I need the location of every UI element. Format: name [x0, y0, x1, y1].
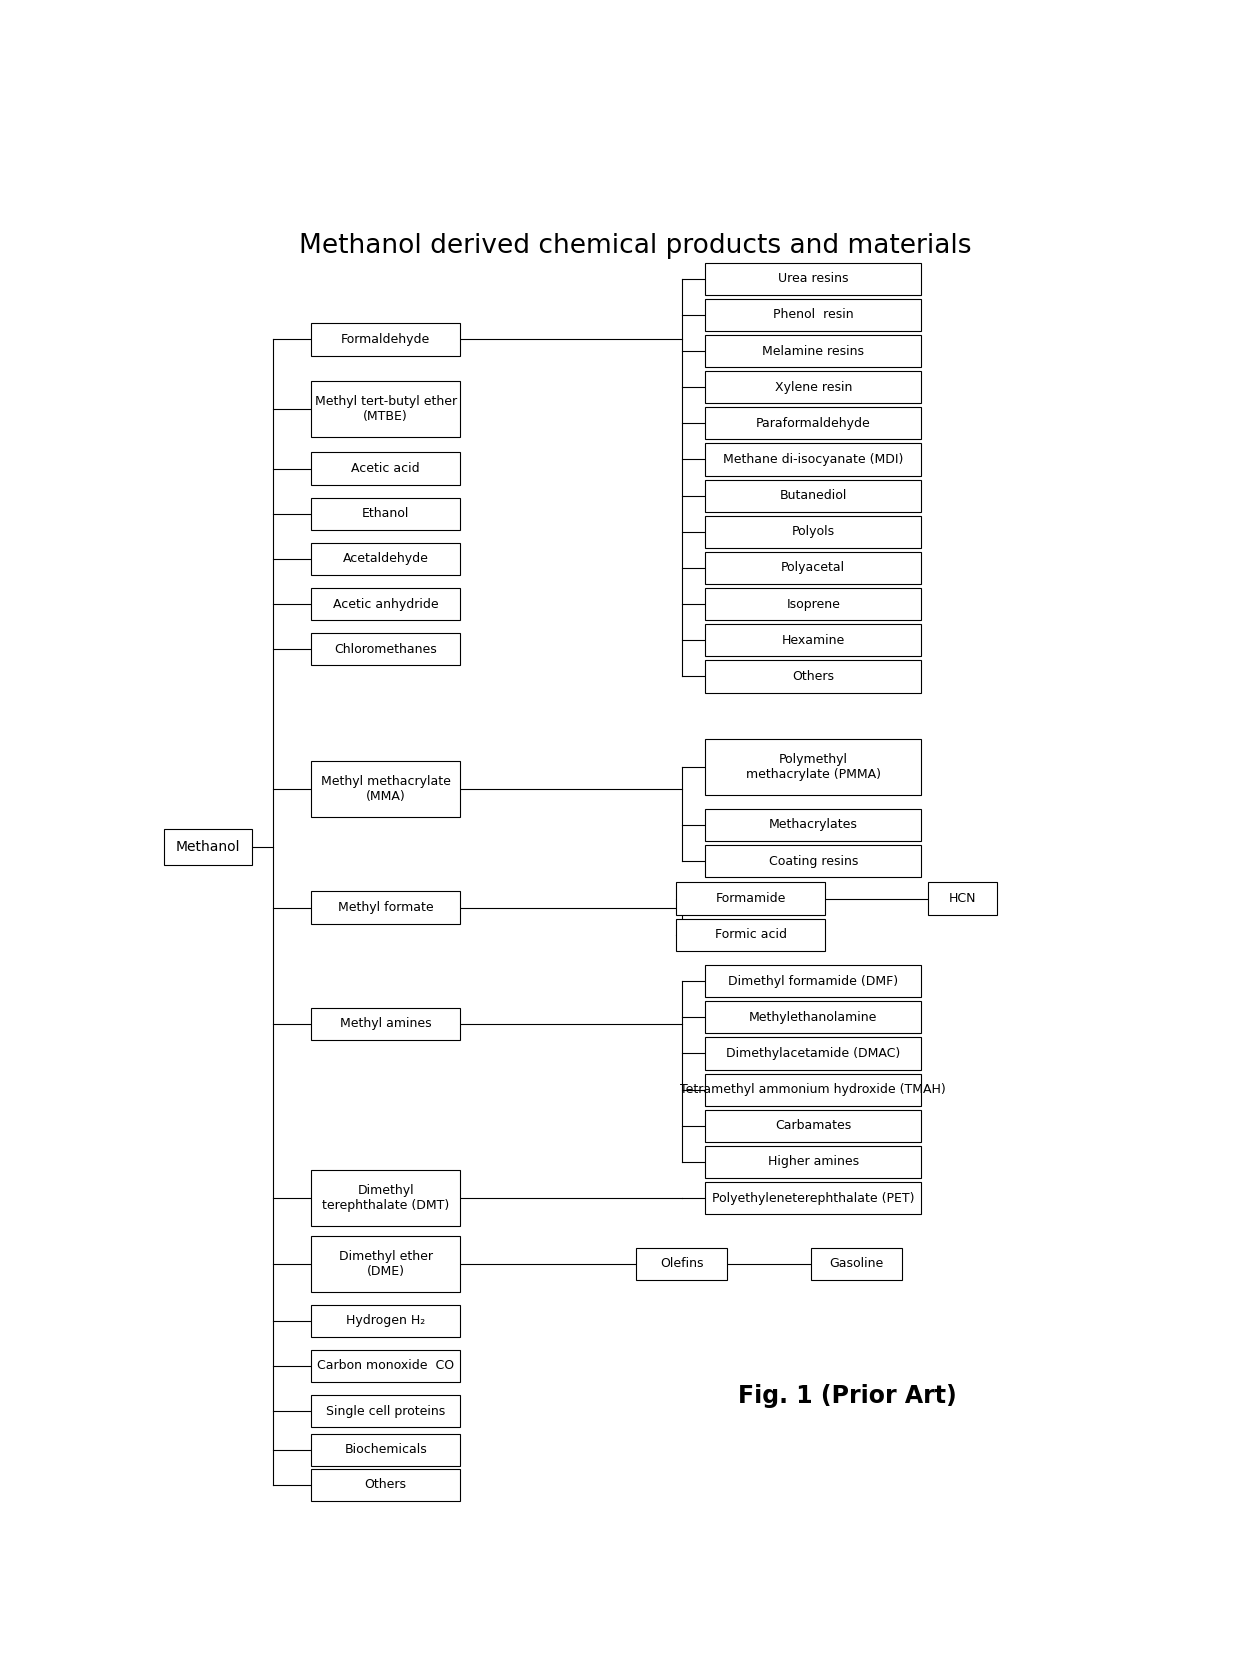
- Text: Methanol derived chemical products and materials: Methanol derived chemical products and m…: [299, 233, 972, 260]
- Text: Polyols: Polyols: [791, 525, 835, 538]
- Text: Formic acid: Formic acid: [714, 927, 787, 941]
- FancyBboxPatch shape: [676, 882, 826, 914]
- Text: Carbamates: Carbamates: [775, 1119, 852, 1132]
- Text: Formaldehyde: Formaldehyde: [341, 334, 430, 345]
- FancyBboxPatch shape: [311, 1305, 460, 1337]
- FancyBboxPatch shape: [706, 552, 921, 584]
- Text: Dimethylacetamide (DMAC): Dimethylacetamide (DMAC): [727, 1046, 900, 1060]
- Text: HCN: HCN: [949, 892, 976, 906]
- Text: Acetic acid: Acetic acid: [351, 463, 420, 475]
- Text: Ethanol: Ethanol: [362, 506, 409, 520]
- Text: Dimethyl formamide (DMF): Dimethyl formamide (DMF): [728, 974, 898, 988]
- Text: Paraformaldehyde: Paraformaldehyde: [756, 418, 870, 429]
- FancyBboxPatch shape: [311, 1434, 460, 1466]
- Text: Others: Others: [365, 1479, 407, 1491]
- FancyBboxPatch shape: [311, 543, 460, 575]
- FancyBboxPatch shape: [811, 1248, 903, 1280]
- FancyBboxPatch shape: [311, 498, 460, 530]
- Text: Xylene resin: Xylene resin: [775, 381, 852, 394]
- FancyBboxPatch shape: [706, 589, 921, 620]
- FancyBboxPatch shape: [311, 1395, 460, 1427]
- FancyBboxPatch shape: [706, 1073, 921, 1105]
- FancyBboxPatch shape: [706, 964, 921, 998]
- Text: Isoprene: Isoprene: [786, 597, 841, 610]
- FancyBboxPatch shape: [311, 589, 460, 620]
- FancyBboxPatch shape: [706, 1182, 921, 1214]
- Text: Methyl methacrylate
(MMA): Methyl methacrylate (MMA): [321, 775, 450, 803]
- FancyBboxPatch shape: [311, 1236, 460, 1291]
- Text: Methacrylates: Methacrylates: [769, 818, 858, 832]
- Text: Phenol  resin: Phenol resin: [773, 309, 853, 322]
- FancyBboxPatch shape: [311, 1008, 460, 1040]
- Text: Chloromethanes: Chloromethanes: [335, 642, 436, 656]
- FancyBboxPatch shape: [706, 299, 921, 330]
- Text: Olefins: Olefins: [660, 1258, 703, 1271]
- FancyBboxPatch shape: [706, 443, 921, 476]
- Text: Polymethyl
methacrylate (PMMA): Polymethyl methacrylate (PMMA): [745, 753, 880, 781]
- FancyBboxPatch shape: [706, 335, 921, 367]
- Text: Dimethyl
terephthalate (DMT): Dimethyl terephthalate (DMT): [322, 1184, 449, 1212]
- Text: Acetic anhydride: Acetic anhydride: [332, 597, 439, 610]
- FancyBboxPatch shape: [706, 624, 921, 656]
- FancyBboxPatch shape: [706, 480, 921, 511]
- FancyBboxPatch shape: [706, 515, 921, 548]
- Text: Others: Others: [792, 669, 835, 683]
- Text: Melamine resins: Melamine resins: [763, 344, 864, 357]
- FancyBboxPatch shape: [636, 1248, 728, 1280]
- Text: Methanol: Methanol: [176, 840, 241, 854]
- Text: Butanediol: Butanediol: [780, 490, 847, 501]
- FancyBboxPatch shape: [706, 1110, 921, 1142]
- FancyBboxPatch shape: [706, 661, 921, 693]
- Text: Gasoline: Gasoline: [830, 1258, 884, 1271]
- Text: Single cell proteins: Single cell proteins: [326, 1405, 445, 1417]
- FancyBboxPatch shape: [706, 408, 921, 439]
- Text: Dimethyl ether
(DME): Dimethyl ether (DME): [339, 1249, 433, 1278]
- Text: Acetaldehyde: Acetaldehyde: [342, 552, 429, 565]
- FancyBboxPatch shape: [311, 892, 460, 924]
- Text: Tetramethyl ammonium hydroxide (TMAH): Tetramethyl ammonium hydroxide (TMAH): [681, 1083, 946, 1097]
- Text: Formamide: Formamide: [715, 892, 786, 906]
- FancyBboxPatch shape: [311, 1350, 460, 1382]
- FancyBboxPatch shape: [164, 828, 252, 865]
- Text: Methyl tert-butyl ether
(MTBE): Methyl tert-butyl ether (MTBE): [315, 396, 456, 423]
- FancyBboxPatch shape: [311, 634, 460, 666]
- Text: Carbon monoxide  CO: Carbon monoxide CO: [317, 1360, 454, 1372]
- FancyBboxPatch shape: [311, 761, 460, 817]
- FancyBboxPatch shape: [706, 1145, 921, 1179]
- FancyBboxPatch shape: [706, 1038, 921, 1070]
- FancyBboxPatch shape: [311, 324, 460, 356]
- FancyBboxPatch shape: [706, 740, 921, 795]
- FancyBboxPatch shape: [706, 1001, 921, 1033]
- FancyBboxPatch shape: [706, 808, 921, 842]
- Text: Coating resins: Coating resins: [769, 855, 858, 867]
- Text: Fig. 1 (Prior Art): Fig. 1 (Prior Art): [738, 1384, 956, 1407]
- FancyBboxPatch shape: [706, 263, 921, 295]
- Text: Hydrogen H₂: Hydrogen H₂: [346, 1315, 425, 1327]
- Text: Methyl formate: Methyl formate: [337, 901, 434, 914]
- FancyBboxPatch shape: [676, 919, 826, 951]
- FancyBboxPatch shape: [706, 371, 921, 404]
- FancyBboxPatch shape: [311, 1469, 460, 1501]
- Text: Polyacetal: Polyacetal: [781, 562, 846, 575]
- FancyBboxPatch shape: [311, 453, 460, 485]
- FancyBboxPatch shape: [928, 882, 997, 914]
- FancyBboxPatch shape: [311, 381, 460, 438]
- Text: Methylethanolamine: Methylethanolamine: [749, 1011, 878, 1025]
- Text: Higher amines: Higher amines: [768, 1155, 859, 1169]
- FancyBboxPatch shape: [706, 845, 921, 877]
- Text: Hexamine: Hexamine: [781, 634, 844, 647]
- FancyBboxPatch shape: [311, 1171, 460, 1226]
- Text: Polyethyleneterephthalate (PET): Polyethyleneterephthalate (PET): [712, 1192, 915, 1204]
- Text: Methane di-isocyanate (MDI): Methane di-isocyanate (MDI): [723, 453, 904, 466]
- Text: Biochemicals: Biochemicals: [345, 1444, 427, 1456]
- Text: Urea resins: Urea resins: [777, 272, 848, 285]
- Text: Methyl amines: Methyl amines: [340, 1018, 432, 1030]
